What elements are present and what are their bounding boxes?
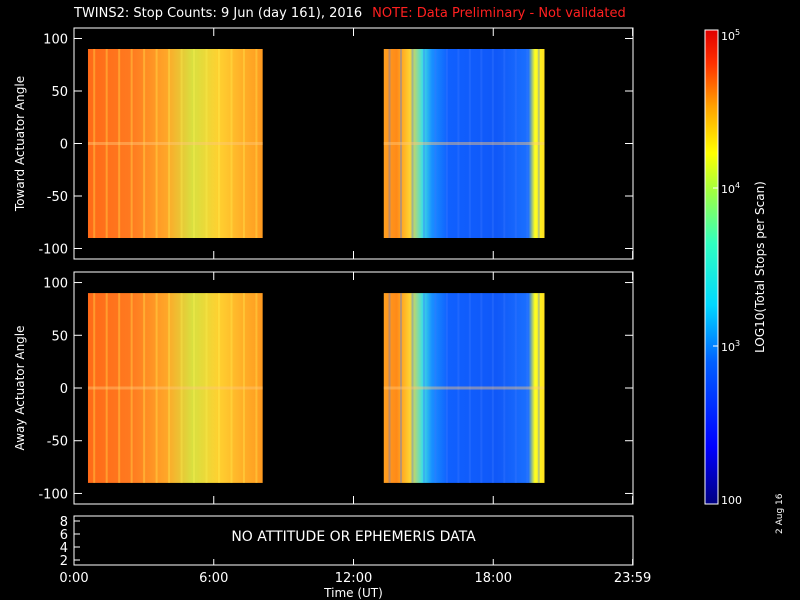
zero-angle-band	[383, 386, 545, 390]
y-axis-label: Toward Actuator Angle	[13, 76, 27, 212]
attitude-y-tick-label: 6	[60, 528, 68, 543]
colorbar-tick-label: 103	[721, 339, 740, 354]
y-tick-label: 100	[43, 33, 68, 48]
x-tick-label: 0:00	[59, 571, 88, 586]
colorbar-label: LOG10(Total Stops per Scan)	[753, 181, 767, 353]
zero-angle-band	[87, 142, 263, 145]
x-tick-label: 18:00	[475, 571, 512, 586]
y-tick-label: -100	[38, 487, 68, 502]
heatmap-segment-1-2	[383, 49, 545, 238]
chart-title: TWINS2: Stop Counts: 9 Jun (day 161), 20…	[74, 6, 363, 21]
y-tick-label: -50	[47, 190, 68, 205]
y-tick-label: 50	[51, 85, 68, 100]
heatmap-segment-2-1	[87, 293, 263, 483]
date-stamp: 2 Aug 16	[775, 493, 785, 534]
y-tick-label: -100	[38, 243, 68, 258]
zero-angle-band	[383, 142, 545, 145]
panels: 100 50 0 -50 -100 Toward Actuator Angle 100 50 0…	[13, 27, 767, 600]
x-tick-label: 12:00	[335, 571, 372, 586]
colorbar-frame	[704, 29, 719, 505]
colorbar-tick-label: 104	[721, 181, 740, 196]
y-tick-label: 0	[60, 138, 68, 153]
y-tick-label: 0	[60, 382, 68, 397]
x-tick-label: 6:00	[199, 571, 228, 586]
chart-title-line: TWINS2: Stop Counts: 9 Jun (day 161), 20…	[74, 6, 626, 21]
x-tick-label: 23:59	[614, 571, 651, 586]
preliminary-note: NOTE: Data Preliminary - Not validated	[372, 6, 626, 21]
y-tick-label: -50	[47, 435, 68, 450]
attitude-y-tick-label: 4	[60, 541, 68, 556]
attitude-y-tick-label: 2	[60, 554, 68, 569]
colorbar-tick-label: 105	[721, 28, 740, 43]
no-data-message: NO ATTITUDE OR EPHEMERIS DATA	[231, 529, 476, 545]
attitude-y-tick-label: 8	[60, 515, 68, 530]
y-tick-label: 50	[51, 329, 68, 344]
zero-angle-band	[87, 386, 263, 390]
y-tick-label: 100	[43, 277, 68, 292]
colorbar-tick-label: 100	[721, 494, 742, 507]
heatmap-segment-1-1	[87, 49, 263, 238]
x-axis-label: Time (UT)	[323, 586, 383, 600]
y-axis-label: Away Actuator Angle	[13, 325, 27, 450]
heatmap-segment-2-2	[383, 293, 545, 483]
colorbar	[705, 30, 718, 504]
